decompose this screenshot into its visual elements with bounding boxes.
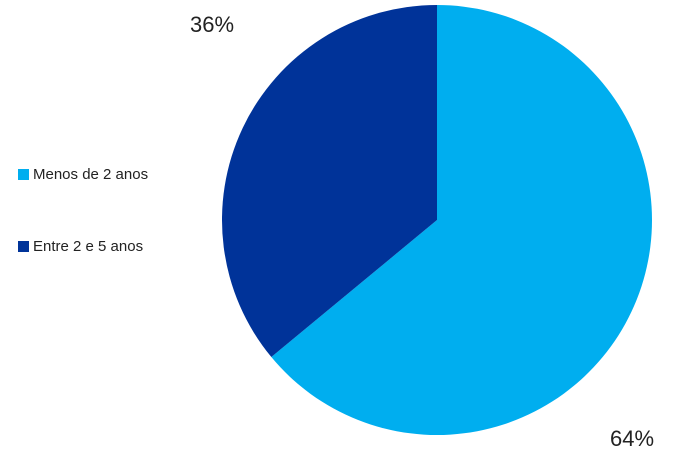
data-label-entre-2-e-5-anos: 36% — [190, 12, 235, 37]
data-label-menos-de-2-anos: 64% — [610, 426, 655, 451]
legend-label-entre-2-e-5-anos: Entre 2 e 5 anos — [33, 238, 144, 255]
legend-swatch-entre-2-e-5-anos — [18, 241, 29, 252]
pie-slice-menos-de-2-anos — [271, 5, 652, 436]
legend-item-menos-de-2-anos: Menos de 2 anos — [18, 166, 148, 183]
legend-swatch-menos-de-2-anos — [18, 169, 29, 180]
pie-slice-entre-2-e-5-anos — [221, 5, 437, 358]
legend-label-menos-de-2-anos: Menos de 2 anos — [33, 166, 149, 183]
legend: Menos de 2 anos Entre 2 e 5 anos — [18, 166, 148, 255]
legend-item-entre-2-e-5-anos: Entre 2 e 5 anos — [18, 238, 148, 255]
